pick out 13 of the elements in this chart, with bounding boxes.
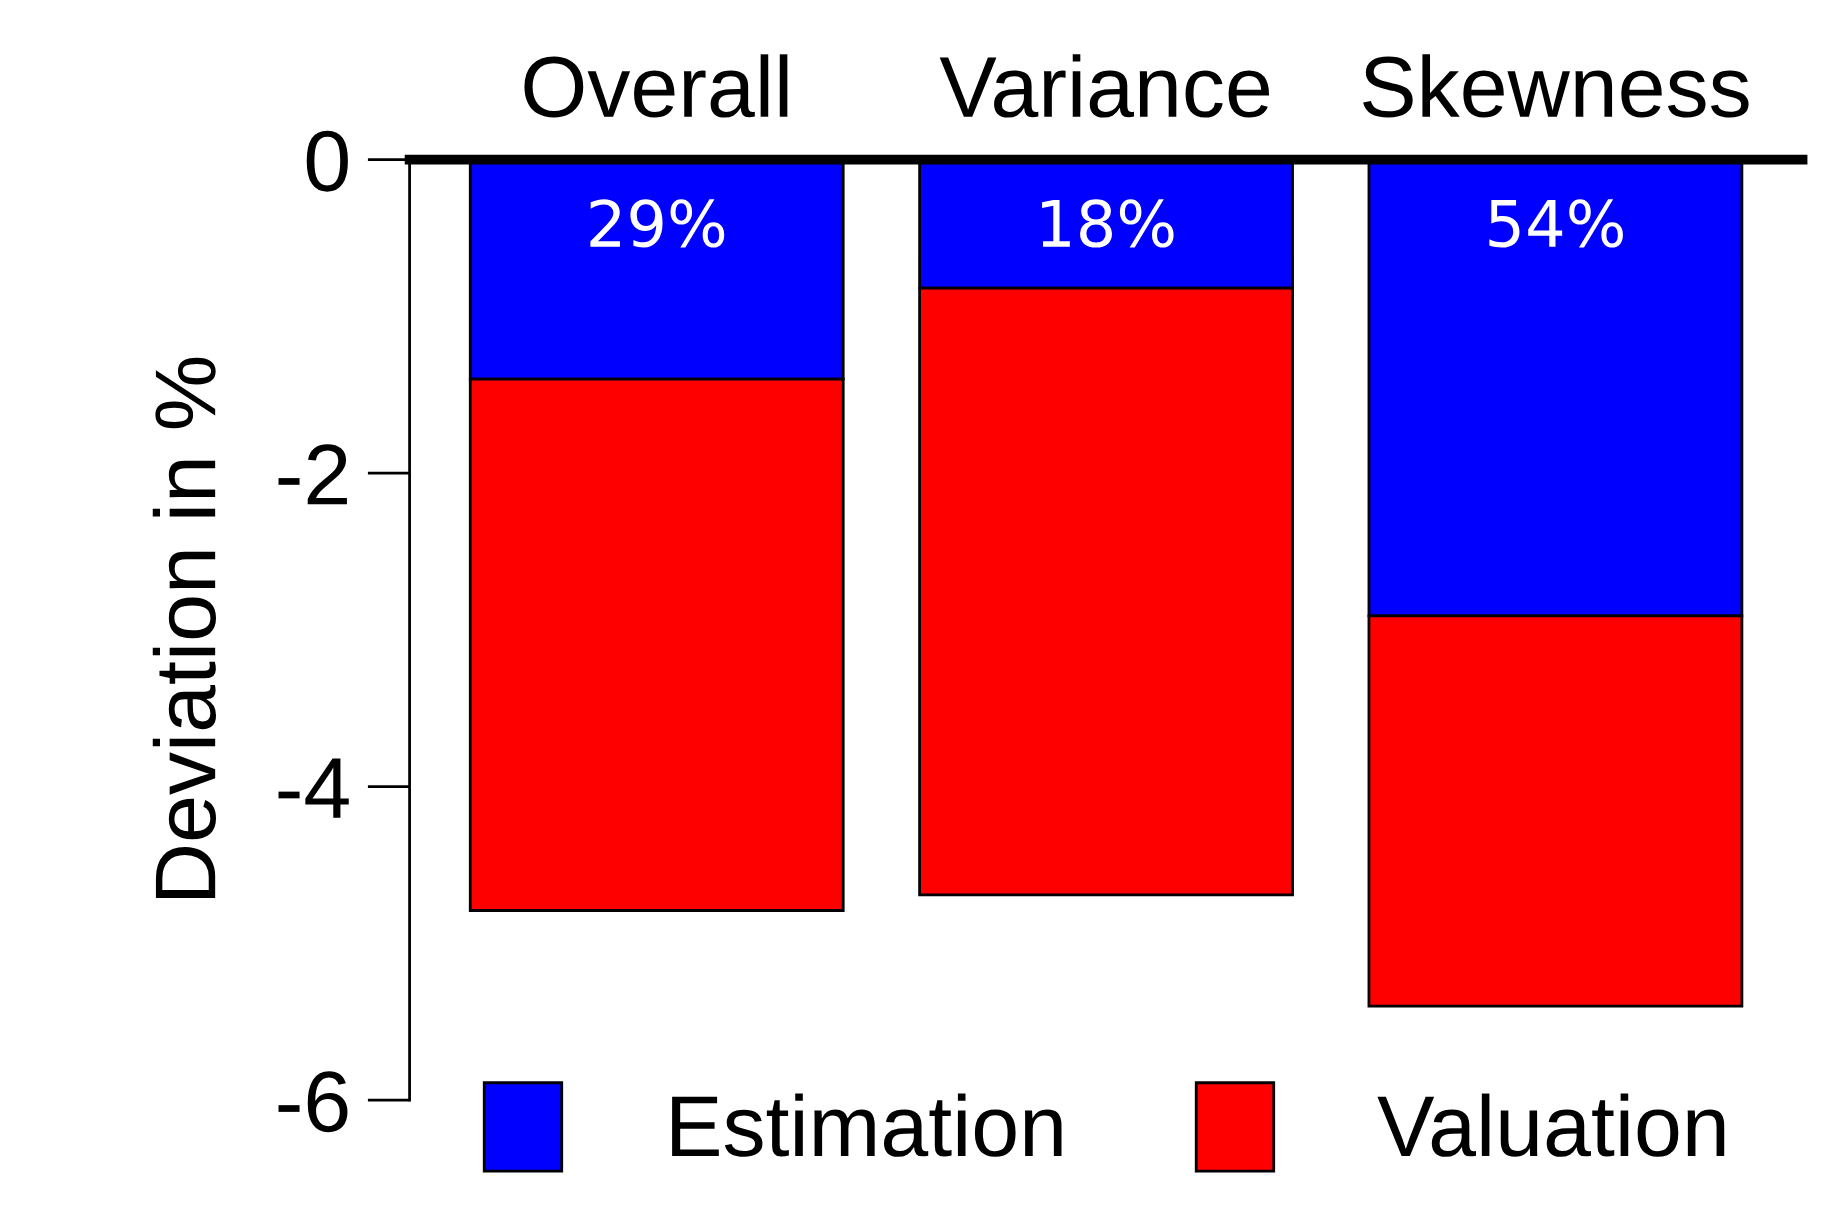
y-axis-title: Deviation in % <box>152 357 217 899</box>
x-tick-label: Skewness <box>1363 54 1749 118</box>
annotation: 54% <box>1489 199 1623 248</box>
y-tick-label: -6 <box>278 1071 348 1133</box>
y-tick-label: 0 <box>306 130 348 192</box>
annotation: 18% <box>1042 199 1174 248</box>
x-tick-label: Overall <box>524 54 788 118</box>
y-tick-label: -2 <box>278 444 347 505</box>
x-tick-label: Variance <box>939 54 1270 118</box>
annotation: 29% <box>590 199 725 248</box>
legend-label: Estimation <box>672 1093 1062 1157</box>
y-tick-label: -4 <box>278 758 349 818</box>
legend-label: Valuation <box>1377 1093 1725 1157</box>
